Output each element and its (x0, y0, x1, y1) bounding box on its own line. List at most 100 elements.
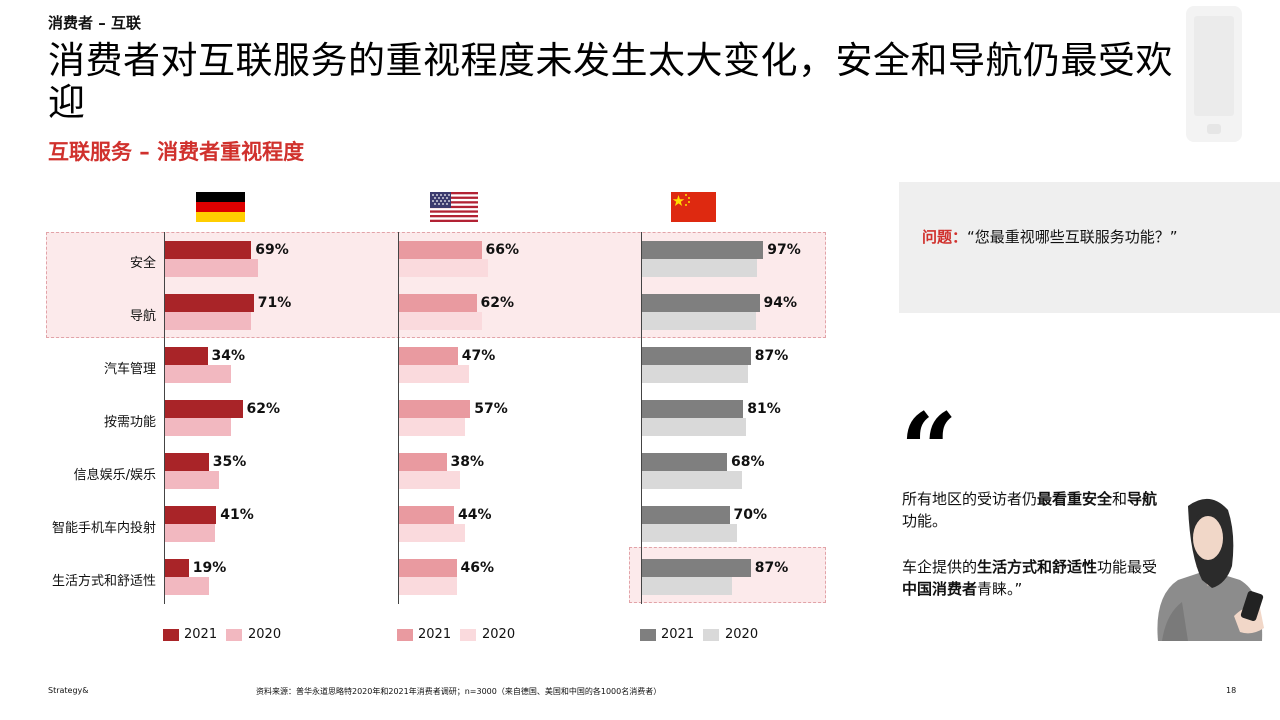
data-label: 44% (458, 507, 492, 523)
page-number: 18 (1226, 686, 1237, 695)
phone-icon (1186, 6, 1242, 142)
quote-mark-icon: “ (900, 391, 958, 509)
bar-2020 (642, 577, 732, 595)
data-label: 46% (460, 560, 495, 576)
bar-2021 (399, 294, 477, 312)
bar-2021 (165, 453, 209, 471)
bar-2020 (399, 312, 482, 330)
bar-2021 (642, 241, 764, 259)
quote-text: 功能最受 (1097, 558, 1158, 576)
bar-2020 (642, 418, 746, 436)
bar-2020 (642, 259, 757, 277)
bar-2020 (642, 524, 737, 542)
china-flag-icon (671, 192, 716, 222)
bar-2020 (165, 418, 232, 436)
bar-2020 (165, 524, 215, 542)
question-text: 问题：“您最重视哪些互联服务功能？” (922, 227, 1222, 247)
bar-2020 (399, 418, 466, 436)
bar-2021 (165, 559, 189, 577)
legend-swatch-2020 (460, 629, 476, 641)
legend-label: 2020 (725, 627, 759, 642)
legend-label: 2021 (418, 627, 452, 642)
quote-highlight: 中国消费者 (902, 580, 978, 598)
bar-2020 (165, 259, 258, 277)
bar-2021 (165, 347, 208, 365)
data-label: 68% (731, 454, 765, 470)
bar-2020 (399, 577, 457, 595)
legend-label: 2021 (661, 627, 695, 642)
legend-swatch-2021 (640, 629, 656, 641)
source-note: 资料来源：普华永道思略特2020年和2021年消费者调研；n=3000（来自德国… (256, 687, 662, 696)
bar-2021 (642, 400, 744, 418)
legend-swatch-2021 (163, 629, 179, 641)
chart-subtitle: 互联服务 – 消费者重视程度 (48, 140, 305, 164)
bar-2021 (642, 347, 751, 365)
bar-2021 (399, 400, 471, 418)
quote-text: 青睐。” (977, 580, 1023, 598)
bar-2021 (642, 453, 727, 471)
quote-text: 车企提供的 (902, 558, 978, 576)
legend-swatch-2021 (397, 629, 413, 641)
bar-2020 (642, 471, 742, 489)
panel-axis-0 (164, 232, 165, 604)
bar-2021 (165, 506, 217, 524)
bar-2020 (642, 312, 756, 330)
bar-2020 (399, 365, 469, 383)
quote-paragraph-2: 车企提供的生活方式和舒适性功能最受中国消费者青睐。” (902, 556, 1162, 600)
bar-2020 (399, 471, 461, 489)
data-label: 38% (450, 454, 485, 470)
question-label: 问题： (922, 228, 968, 246)
data-label: 70% (733, 507, 768, 523)
quote-text: 功能。 (902, 512, 948, 530)
bar-2021 (165, 294, 254, 312)
data-label: 97% (767, 242, 801, 258)
bar-2020 (399, 259, 488, 277)
legend-label: 2020 (482, 627, 516, 642)
data-label: 62% (246, 401, 281, 417)
bar-2021 (642, 506, 730, 524)
germany-flag-icon (196, 192, 245, 222)
category-label: 按需功能 (103, 415, 156, 430)
brand-logo: Strategy& (48, 686, 89, 695)
data-label: 19% (192, 560, 227, 576)
legend-swatch-2020 (226, 629, 242, 641)
bar-2020 (399, 524, 466, 542)
bar-2021 (399, 347, 458, 365)
data-label: 81% (747, 401, 781, 417)
data-label: 34% (211, 348, 246, 364)
bar-2021 (399, 241, 482, 259)
bar-2021 (165, 400, 243, 418)
quote-highlight: 最看重安全 (1037, 490, 1113, 508)
data-label: 57% (474, 401, 508, 417)
woman-with-phone-illustration (1157, 498, 1264, 641)
category-label: 智能手机车内投射 (51, 521, 156, 536)
data-label: 71% (257, 295, 292, 311)
data-label: 47% (461, 348, 496, 364)
category-label: 安全 (129, 256, 156, 271)
legend-label: 2021 (184, 627, 218, 642)
page-title: 消费者对互联服务的重视程度未发生太大变化，安全和导航仍最受欢迎 (48, 39, 1173, 124)
bar-2021 (399, 453, 447, 471)
bar-2021 (642, 294, 760, 312)
bar-2020 (165, 577, 209, 595)
data-label: 41% (220, 507, 254, 523)
bar-2021 (399, 559, 457, 577)
bar-2020 (642, 365, 749, 383)
bar-2021 (165, 241, 252, 259)
quote-highlight: 导航 (1127, 490, 1158, 508)
quote-paragraph-1: 所有地区的受访者仍最看重安全和导航功能。 (902, 488, 1162, 532)
data-label: 62% (480, 295, 515, 311)
bar-2020 (165, 471, 219, 489)
panel-axis-1 (398, 232, 399, 604)
question-box: 问题：“您最重视哪些互联服务功能？” (899, 182, 1280, 313)
quote-text: 所有地区的受访者仍 (902, 490, 1038, 508)
category-label: 生活方式和舒适性 (51, 574, 156, 589)
usa-flag-icon (430, 192, 478, 222)
legend-swatch-2020 (703, 629, 719, 641)
bar-2021 (642, 559, 751, 577)
bar-2021 (399, 506, 454, 524)
category-label: 汽车管理 (103, 362, 156, 377)
panel-axis-2 (641, 232, 642, 604)
question-body: “您最重视哪些互联服务功能？” (967, 228, 1178, 246)
quote-text: 和 (1112, 490, 1128, 508)
